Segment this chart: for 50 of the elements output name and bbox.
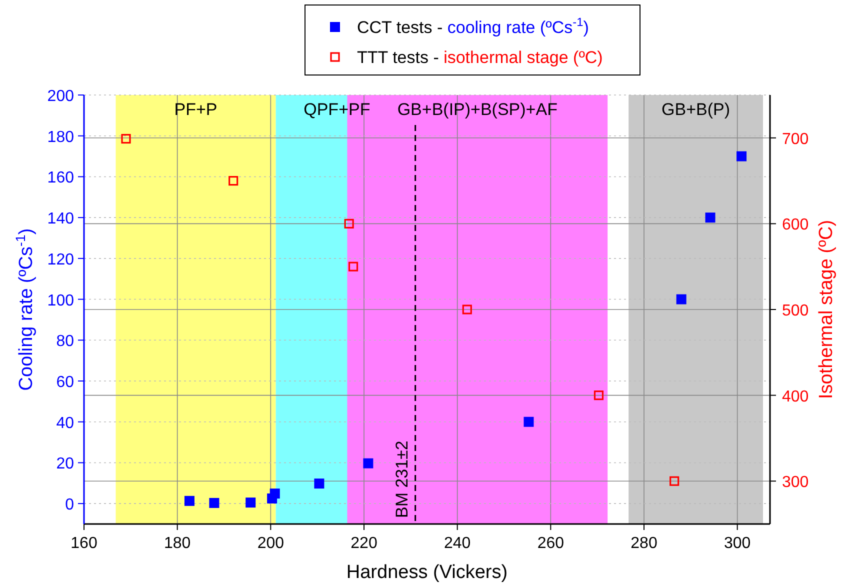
point [736, 151, 747, 162]
point [462, 304, 472, 314]
point [705, 212, 716, 223]
point [184, 496, 194, 506]
band-label: PF+P [174, 100, 218, 119]
y-tick-label: 20 [56, 456, 74, 473]
point [348, 262, 358, 272]
legend-label: CCT tests - cooling rate (ºCs$^{-1}$) [357, 15, 589, 37]
y-tick-label: 40 [56, 414, 74, 432]
x-tick-label: 220 [350, 535, 378, 552]
point [670, 476, 680, 486]
y-tick-label: 0 [65, 496, 74, 514]
point [344, 218, 354, 228]
band-label: QPF+PF [304, 100, 370, 119]
y2-tick-label: 300 [782, 474, 809, 492]
x-tick-label: 240 [444, 535, 471, 552]
x-tick-label: 180 [164, 535, 191, 552]
point [594, 390, 604, 400]
y2-tick-label: 400 [782, 388, 809, 406]
ref-line-label: BM 231±2 [392, 440, 412, 518]
x-tick-label: 260 [537, 535, 564, 552]
band-label: GB+B(IP)+B(SP)+AF [397, 100, 558, 119]
y-tick-label: 100 [47, 292, 74, 310]
point [676, 294, 686, 304]
x-tick-label: 300 [724, 535, 751, 552]
y-tick-label: 80 [56, 333, 74, 350]
y-tick-label: 60 [56, 374, 74, 391]
point [246, 498, 256, 508]
point [314, 478, 324, 489]
y2-axis-title: Isothermal stage (ºC) [816, 220, 837, 400]
x-axis-title: Hardness (Vickers) [346, 562, 508, 583]
point [524, 416, 534, 427]
x-tick-label: 280 [630, 535, 658, 552]
band-label: GB+B(P) [662, 100, 730, 119]
y-tick-label: 120 [47, 251, 74, 268]
point [228, 176, 238, 186]
x-tick-label: 160 [70, 535, 98, 552]
y-tick-label: 180 [47, 128, 74, 146]
point [363, 458, 374, 468]
point [270, 488, 280, 499]
y2-tick-label: 700 [782, 130, 809, 148]
legend-label: TTT tests - isothermal stage (ºC) [357, 48, 603, 67]
y-tick-label: 140 [47, 210, 74, 228]
point [121, 134, 131, 144]
point [209, 498, 220, 508]
y2-tick-label: 500 [782, 302, 809, 320]
y-tick-label: 160 [47, 170, 74, 187]
y2-tick-label: 600 [782, 216, 809, 234]
y-tick-label: 200 [47, 88, 74, 105]
x-tick-label: 200 [257, 535, 284, 552]
